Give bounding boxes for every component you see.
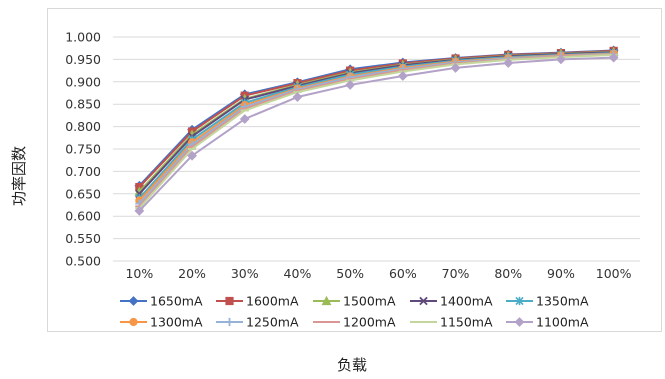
data-point xyxy=(503,58,514,68)
x-tick-label: 100% xyxy=(596,266,632,281)
legend-item: 1350mA xyxy=(506,294,589,309)
x-tick-label: 20% xyxy=(178,266,206,281)
x-tick-label: 50% xyxy=(336,266,364,281)
y-tick-label: 0.950 xyxy=(65,52,101,67)
series-line xyxy=(138,53,614,209)
series-line xyxy=(138,56,614,212)
y-tick-label: 0.900 xyxy=(65,74,101,89)
data-point xyxy=(134,205,145,216)
y-tick-label: 1.000 xyxy=(65,30,101,45)
x-tick-label: 10% xyxy=(125,266,153,281)
gridlines xyxy=(113,36,640,262)
legend-label: 1300mA xyxy=(150,315,203,330)
legend-item: 1250mA xyxy=(216,315,299,330)
data-point xyxy=(450,63,461,73)
data-point xyxy=(556,54,566,65)
x-tick-label: 80% xyxy=(494,266,522,281)
legend-item: 1150mA xyxy=(410,315,493,330)
legend-item: 1500mA xyxy=(313,294,396,309)
legend-swatch-marker xyxy=(225,317,234,327)
legend-label: 1600mA xyxy=(246,294,299,309)
y-tick-label: 0.700 xyxy=(65,164,101,179)
y-tick-label: 0.850 xyxy=(65,97,101,112)
legend-item: 1100mA xyxy=(506,315,589,330)
legend-label: 1250mA xyxy=(246,315,299,330)
legend-label: 1650mA xyxy=(150,294,203,309)
data-point xyxy=(187,150,197,161)
legend-swatch-marker xyxy=(225,296,234,306)
legend-swatch-marker xyxy=(514,317,525,327)
data-point xyxy=(292,92,303,102)
legend-swatch-marker xyxy=(515,296,524,306)
x-tick-label: 60% xyxy=(389,266,417,281)
y-axis-title: 功率因数 xyxy=(10,146,28,206)
legend-label: 1350mA xyxy=(536,294,589,309)
y-tick-label: 0.550 xyxy=(65,231,101,246)
legend-label: 1100mA xyxy=(536,315,589,330)
data-point xyxy=(397,71,408,81)
y-tick-label: 0.800 xyxy=(65,119,101,134)
legend-swatch-marker xyxy=(321,295,332,306)
x-axis-title: 负载 xyxy=(337,356,367,374)
data-point xyxy=(608,52,619,63)
y-tick-label: 0.600 xyxy=(65,209,101,224)
x-tick-label: 90% xyxy=(547,266,575,281)
x-tick-label: 30% xyxy=(231,266,259,281)
legend-label: 1500mA xyxy=(343,294,396,309)
legend: 1650mA 1600mA 1500mA 1400mA 1350mA 1300mA 1250… xyxy=(120,294,589,330)
legend-label: 1150mA xyxy=(440,315,493,330)
data-point xyxy=(239,114,250,124)
y-tick-label: 0.750 xyxy=(65,142,101,157)
legend-swatch-marker xyxy=(128,296,139,306)
series-lines xyxy=(134,45,619,216)
legend-item: 1650mA xyxy=(120,294,203,309)
legend-label: 1200mA xyxy=(343,315,396,330)
x-tick-label: 70% xyxy=(442,266,470,281)
x-axis-ticks: 10% 20% 30% 40% 50% 60% 70% 80% 90% 100% xyxy=(125,266,631,281)
legend-swatch-marker xyxy=(129,317,138,327)
legend-swatch-marker xyxy=(419,296,428,306)
data-point xyxy=(345,80,356,90)
y-tick-label: 0.500 xyxy=(65,254,101,269)
legend-item: 1300mA xyxy=(120,315,203,330)
y-axis-ticks: 0.500 0.550 0.600 0.650 0.700 0.750 0.800 0.850… xyxy=(65,30,101,269)
legend-item: 1400mA xyxy=(410,294,493,309)
legend-item: 1200mA xyxy=(313,315,396,330)
y-tick-label: 0.650 xyxy=(65,186,101,201)
legend-label: 1400mA xyxy=(440,294,493,309)
series-1100mA xyxy=(134,52,619,216)
legend-item: 1600mA xyxy=(216,294,299,309)
x-tick-label: 40% xyxy=(284,266,312,281)
